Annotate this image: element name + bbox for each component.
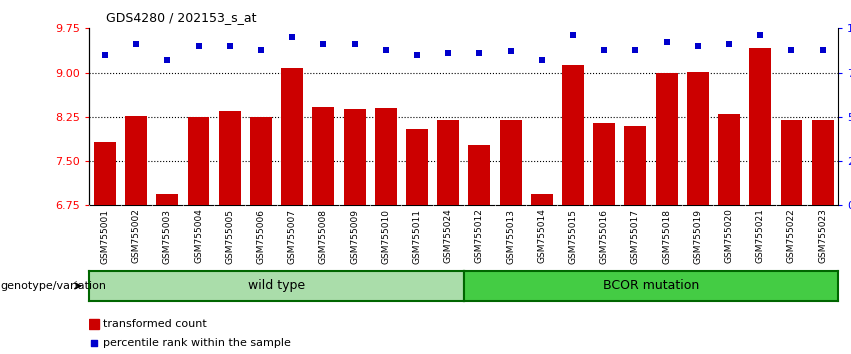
- Text: GSM755018: GSM755018: [662, 209, 671, 263]
- Bar: [625, 126, 647, 354]
- Point: [472, 50, 486, 56]
- Bar: [312, 107, 334, 354]
- Text: GSM755024: GSM755024: [443, 209, 453, 263]
- Point: [753, 33, 767, 38]
- Point: [629, 47, 643, 52]
- Text: GSM755023: GSM755023: [818, 209, 827, 263]
- Point: [535, 57, 549, 63]
- Bar: [374, 108, 397, 354]
- Point: [566, 33, 580, 38]
- Bar: [406, 129, 428, 354]
- Text: GSM755007: GSM755007: [288, 209, 297, 263]
- Bar: [656, 73, 677, 354]
- Bar: [500, 120, 522, 354]
- Point: [504, 48, 517, 54]
- Text: GSM755011: GSM755011: [413, 209, 421, 263]
- Text: BCOR mutation: BCOR mutation: [603, 279, 700, 292]
- Bar: [94, 142, 116, 354]
- Text: percentile rank within the sample: percentile rank within the sample: [103, 338, 291, 348]
- Point: [129, 41, 143, 47]
- Bar: [157, 194, 178, 354]
- Point: [317, 41, 330, 47]
- Point: [785, 47, 798, 52]
- Text: genotype/variation: genotype/variation: [1, 281, 107, 291]
- Text: transformed count: transformed count: [103, 319, 207, 329]
- Text: GSM755003: GSM755003: [163, 209, 172, 263]
- Point: [691, 43, 705, 49]
- Bar: [468, 145, 490, 354]
- Bar: [780, 120, 802, 354]
- Bar: [187, 117, 209, 354]
- Bar: [89, 319, 99, 329]
- Point: [722, 41, 736, 47]
- Point: [660, 40, 673, 45]
- Point: [161, 57, 174, 63]
- Text: GSM755014: GSM755014: [537, 209, 546, 263]
- Bar: [593, 123, 615, 354]
- Text: wild type: wild type: [248, 279, 306, 292]
- Bar: [219, 111, 241, 354]
- Text: GSM755001: GSM755001: [100, 209, 110, 263]
- Point: [410, 52, 424, 58]
- Text: GSM755015: GSM755015: [568, 209, 578, 263]
- Point: [87, 340, 100, 346]
- Bar: [531, 194, 552, 354]
- Point: [816, 47, 830, 52]
- Text: GSM755008: GSM755008: [319, 209, 328, 263]
- Point: [223, 43, 237, 49]
- Bar: [562, 65, 584, 354]
- Bar: [125, 116, 147, 354]
- Point: [442, 50, 455, 56]
- Point: [348, 41, 362, 47]
- Bar: [812, 120, 833, 354]
- Point: [597, 47, 611, 52]
- Text: GDS4280 / 202153_s_at: GDS4280 / 202153_s_at: [106, 11, 257, 24]
- Bar: [687, 72, 709, 354]
- Text: GSM755020: GSM755020: [724, 209, 734, 263]
- Text: GSM755013: GSM755013: [506, 209, 515, 263]
- Text: GSM755002: GSM755002: [132, 209, 140, 263]
- Bar: [718, 114, 740, 354]
- Text: GSM755004: GSM755004: [194, 209, 203, 263]
- Text: GSM755016: GSM755016: [600, 209, 608, 263]
- Point: [98, 52, 111, 58]
- Text: GSM755019: GSM755019: [694, 209, 702, 263]
- Bar: [437, 120, 460, 354]
- Text: GSM755017: GSM755017: [631, 209, 640, 263]
- Text: GSM755005: GSM755005: [226, 209, 234, 263]
- Text: GSM755012: GSM755012: [475, 209, 484, 263]
- Text: GSM755022: GSM755022: [787, 209, 796, 263]
- Bar: [250, 117, 272, 354]
- Bar: [344, 109, 365, 354]
- Text: GSM755021: GSM755021: [756, 209, 765, 263]
- Text: GSM755009: GSM755009: [350, 209, 359, 263]
- Bar: [749, 48, 771, 354]
- Point: [285, 34, 299, 40]
- Text: GSM755010: GSM755010: [381, 209, 391, 263]
- Text: GSM755006: GSM755006: [256, 209, 266, 263]
- Bar: [281, 68, 303, 354]
- Point: [379, 47, 392, 52]
- Point: [191, 43, 205, 49]
- Point: [254, 47, 268, 52]
